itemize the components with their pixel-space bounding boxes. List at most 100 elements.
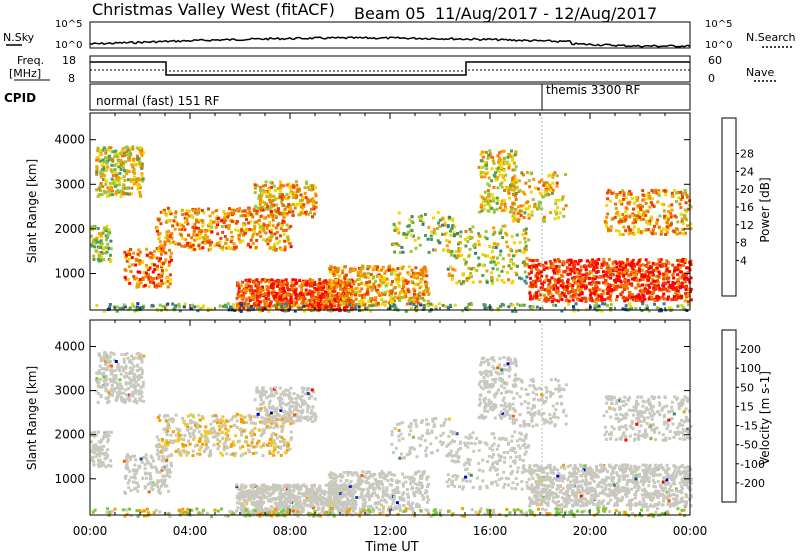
power-cell — [300, 207, 304, 211]
power-cell — [280, 305, 284, 309]
power-cell — [248, 245, 252, 249]
velocity-cell — [213, 414, 217, 417]
power-cell — [381, 292, 385, 296]
power-cell — [560, 291, 564, 295]
power-cell — [684, 287, 688, 291]
power-cell — [301, 298, 305, 302]
power-cell — [659, 232, 663, 236]
power-cell — [624, 210, 628, 214]
power-cell — [257, 303, 260, 306]
power-cell — [258, 309, 262, 313]
power-cell — [131, 302, 135, 306]
power-cell — [427, 293, 431, 296]
power-cell — [579, 279, 583, 283]
power-cell — [163, 243, 167, 246]
power-cell — [510, 184, 514, 188]
power-cell — [430, 230, 434, 234]
velocity-cell — [221, 424, 225, 428]
velocity-cell — [137, 392, 141, 396]
power-cell — [514, 310, 518, 313]
power-cell — [626, 279, 630, 282]
power-cell — [188, 214, 191, 218]
power-cell — [211, 211, 215, 215]
power-cell — [102, 178, 106, 182]
velocity-cell — [203, 429, 207, 433]
power-cell — [128, 281, 132, 285]
power-cell — [496, 267, 499, 271]
power-cell — [387, 265, 391, 269]
power-cell — [185, 212, 189, 216]
power-cell — [106, 242, 110, 246]
power-cell — [291, 287, 294, 291]
velocity-cell — [221, 453, 225, 457]
power-cell — [304, 210, 308, 214]
power-cell — [264, 183, 267, 187]
power-cell — [90, 234, 93, 238]
power-cell — [612, 191, 616, 195]
power-cell — [664, 281, 667, 285]
power-cell — [486, 197, 490, 201]
power-cell — [345, 299, 349, 303]
power-cell — [277, 279, 281, 283]
power-cell — [414, 266, 418, 270]
velocity-cell — [120, 353, 124, 356]
power-cell — [104, 182, 108, 186]
power-cell — [571, 278, 575, 282]
power-cell — [238, 240, 242, 244]
power-cell — [489, 306, 493, 310]
power-cell — [191, 248, 195, 252]
power-cell — [580, 292, 584, 296]
power-cell — [132, 182, 136, 186]
power-cell — [331, 300, 335, 304]
power-cell — [573, 290, 577, 294]
power-cell — [566, 291, 570, 295]
power-cell — [605, 204, 609, 208]
power-cell — [547, 193, 551, 197]
velocity-cell — [97, 465, 101, 468]
power-cell — [635, 294, 639, 298]
velocity-cell — [247, 448, 250, 452]
power-cell — [584, 268, 588, 272]
velocity-cell — [171, 430, 175, 434]
power-cell — [609, 287, 613, 291]
velocity-cell — [106, 401, 109, 405]
power-cell — [387, 301, 391, 305]
power-cell — [564, 204, 568, 208]
power-cell — [483, 303, 487, 307]
station-title: Christmas Valley West (fitACF) — [92, 0, 335, 19]
power-cell — [196, 209, 200, 213]
velocity-cell — [224, 427, 228, 431]
power-cell — [209, 248, 212, 252]
velocity-cell — [106, 364, 110, 368]
power-cell — [416, 301, 420, 305]
power-cell — [643, 297, 647, 301]
power-cell — [498, 169, 502, 173]
power-cell — [516, 212, 520, 215]
power-cell — [572, 309, 576, 313]
power-cell — [461, 273, 465, 277]
power-cell — [108, 154, 112, 158]
velocity-cell — [104, 357, 108, 361]
power-cell — [333, 298, 337, 301]
power-cell — [590, 296, 593, 300]
power-cell — [537, 289, 541, 293]
velocity-cell — [131, 393, 135, 397]
power-cell — [120, 191, 124, 195]
velocity-cell — [97, 385, 101, 389]
velocity-cell — [117, 393, 121, 397]
velocity-cell — [168, 440, 172, 444]
velocity-cell — [198, 448, 202, 452]
power-cell — [177, 242, 181, 246]
power-cell — [571, 284, 575, 287]
power-cell — [619, 279, 622, 283]
power-cell — [256, 294, 260, 298]
power-cell — [432, 248, 436, 252]
power-cell — [241, 214, 245, 218]
power-cell — [336, 278, 340, 282]
power-cell — [547, 298, 551, 301]
power-cell — [291, 302, 295, 306]
power-cell — [535, 294, 538, 298]
power-cell — [494, 246, 498, 249]
power-cell — [519, 204, 523, 208]
power-cell — [203, 237, 207, 241]
